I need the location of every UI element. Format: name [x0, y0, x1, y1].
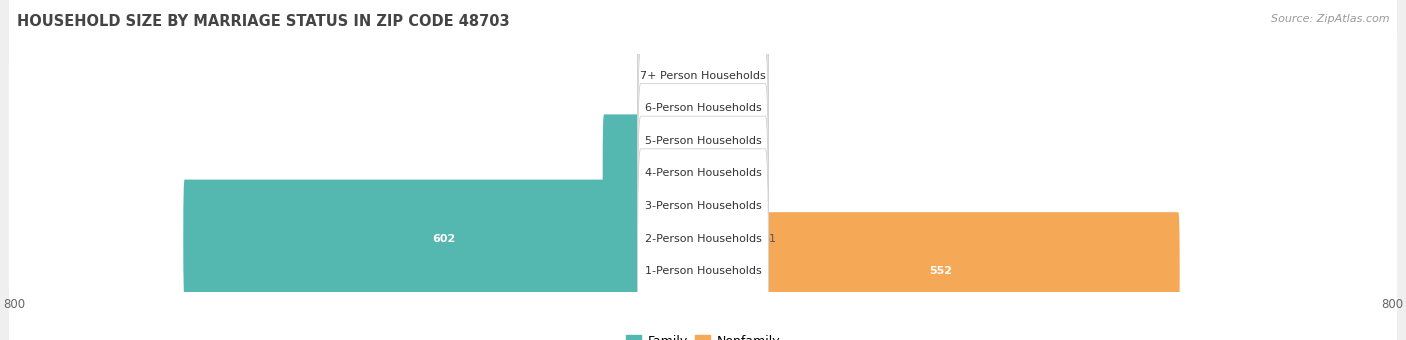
Text: 4-Person Households: 4-Person Households — [644, 168, 762, 179]
FancyBboxPatch shape — [637, 51, 769, 296]
Legend: Family, Nonfamily: Family, Nonfamily — [621, 330, 785, 340]
FancyBboxPatch shape — [700, 17, 704, 135]
FancyBboxPatch shape — [637, 116, 769, 340]
FancyBboxPatch shape — [637, 0, 769, 198]
Text: 61: 61 — [762, 234, 776, 243]
Text: 0: 0 — [689, 266, 696, 276]
FancyBboxPatch shape — [8, 0, 1398, 340]
Text: 34: 34 — [652, 136, 666, 146]
FancyBboxPatch shape — [702, 180, 756, 298]
FancyBboxPatch shape — [637, 0, 769, 231]
FancyBboxPatch shape — [8, 0, 1398, 340]
FancyBboxPatch shape — [603, 114, 704, 233]
Text: 1-Person Households: 1-Person Households — [644, 266, 762, 276]
Text: 3-Person Households: 3-Person Households — [644, 201, 762, 211]
FancyBboxPatch shape — [637, 149, 769, 340]
FancyBboxPatch shape — [8, 0, 1398, 340]
Text: 103: 103 — [647, 201, 671, 211]
FancyBboxPatch shape — [8, 0, 1398, 340]
Text: 0: 0 — [710, 71, 717, 81]
Text: HOUSEHOLD SIZE BY MARRIAGE STATUS IN ZIP CODE 48703: HOUSEHOLD SIZE BY MARRIAGE STATUS IN ZIP… — [17, 14, 509, 29]
Text: 6-Person Households: 6-Person Households — [644, 103, 762, 113]
Text: 602: 602 — [432, 234, 456, 243]
FancyBboxPatch shape — [183, 180, 704, 298]
Text: 0: 0 — [710, 103, 717, 113]
FancyBboxPatch shape — [8, 0, 1398, 340]
Text: 2-Person Households: 2-Person Households — [644, 234, 762, 243]
FancyBboxPatch shape — [637, 84, 769, 328]
Text: 115: 115 — [643, 168, 665, 179]
FancyBboxPatch shape — [613, 147, 704, 265]
FancyBboxPatch shape — [8, 0, 1398, 340]
FancyBboxPatch shape — [637, 18, 769, 263]
Text: 0: 0 — [710, 136, 717, 146]
Text: 0: 0 — [710, 168, 717, 179]
Text: 7+ Person Households: 7+ Person Households — [640, 71, 766, 81]
FancyBboxPatch shape — [672, 82, 704, 200]
Text: 2: 2 — [688, 71, 695, 81]
Text: 0: 0 — [710, 201, 717, 211]
Text: 552: 552 — [929, 266, 952, 276]
Text: Source: ZipAtlas.com: Source: ZipAtlas.com — [1271, 14, 1389, 23]
Text: 0: 0 — [689, 103, 696, 113]
Text: 5-Person Households: 5-Person Households — [644, 136, 762, 146]
FancyBboxPatch shape — [8, 0, 1398, 340]
FancyBboxPatch shape — [702, 212, 1180, 330]
